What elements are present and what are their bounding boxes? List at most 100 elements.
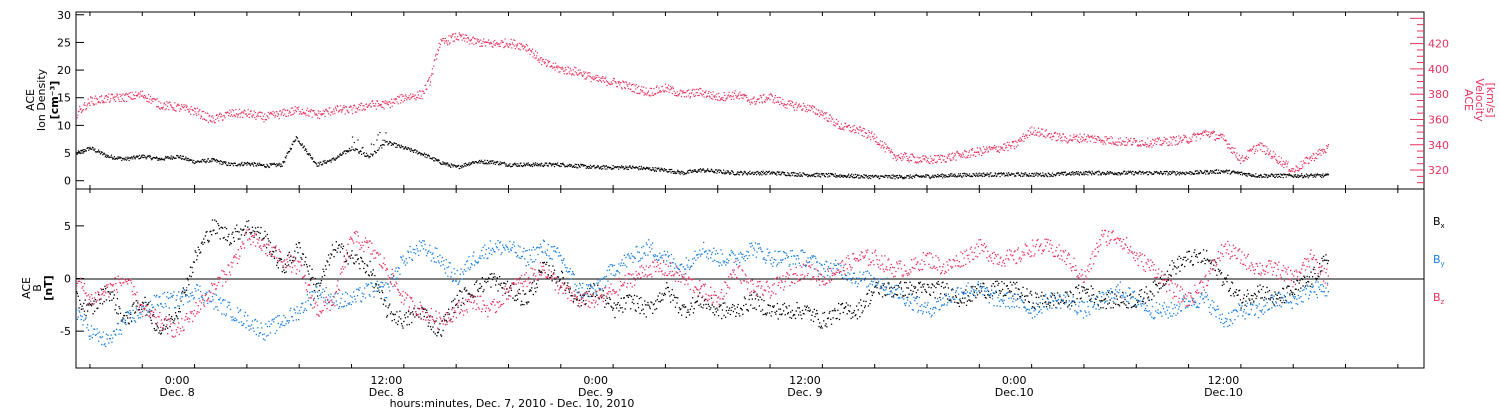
p1-point-velocity bbox=[248, 113, 250, 115]
p1-point-density bbox=[397, 144, 399, 146]
p1-point-velocity bbox=[1315, 152, 1317, 154]
p1-point-density bbox=[1327, 174, 1329, 176]
p2-point-bx bbox=[564, 282, 566, 284]
p1-point-velocity bbox=[211, 121, 213, 123]
p1-point-velocity bbox=[78, 110, 80, 112]
p1-point-velocity bbox=[934, 154, 936, 156]
p2-point-bx bbox=[473, 295, 475, 297]
p1-point-density bbox=[1027, 174, 1029, 177]
p2-point-bx bbox=[605, 303, 607, 305]
p2-point-bx bbox=[477, 289, 479, 291]
p1-point-velocity bbox=[519, 42, 521, 44]
p1-point-velocity bbox=[765, 99, 767, 101]
p1-point-density bbox=[847, 174, 849, 177]
p1-point-velocity bbox=[719, 100, 721, 102]
p1-point-velocity bbox=[1111, 137, 1113, 139]
p1-point-velocity bbox=[347, 110, 349, 112]
p1-point-density bbox=[301, 143, 303, 145]
p1-point-velocity bbox=[866, 137, 868, 139]
p1-point-velocity bbox=[887, 147, 889, 149]
p1-point-density bbox=[1017, 173, 1019, 175]
p1-point-velocity bbox=[573, 74, 575, 76]
p1-point-velocity bbox=[162, 108, 164, 110]
p1-point-density bbox=[1076, 172, 1078, 174]
p2-point-bx bbox=[281, 271, 283, 273]
p1-point-velocity bbox=[737, 94, 739, 96]
p1-point-velocity bbox=[492, 46, 494, 48]
p1-point-density bbox=[894, 178, 896, 180]
p1-point-velocity bbox=[1012, 140, 1015, 143]
p1-point-density bbox=[1250, 175, 1253, 177]
p1-point-density bbox=[161, 158, 163, 161]
p1-point-density bbox=[163, 159, 166, 161]
p1-point-velocity bbox=[531, 48, 534, 50]
p1-point-velocity bbox=[649, 95, 651, 97]
p1-point-density bbox=[480, 159, 482, 161]
p1-point-density bbox=[742, 173, 744, 175]
p1-point-velocity bbox=[727, 95, 729, 97]
p1-point-density bbox=[879, 177, 881, 179]
p1-point-density bbox=[82, 151, 84, 153]
p1-point-velocity bbox=[1298, 169, 1300, 171]
p1-point-velocity bbox=[322, 109, 324, 111]
p1-point-velocity bbox=[780, 101, 782, 103]
p1-left-tick-label: 5 bbox=[64, 147, 71, 160]
p1-point-velocity bbox=[1073, 136, 1076, 138]
p1-point-density bbox=[294, 140, 296, 142]
p2-point-bx bbox=[145, 301, 147, 304]
p1-point-velocity bbox=[1232, 147, 1234, 149]
p1-point-density bbox=[77, 150, 79, 152]
p1-point-velocity bbox=[1070, 139, 1073, 141]
p1-point-density bbox=[871, 174, 874, 176]
p2-point-bx bbox=[608, 297, 611, 299]
p1-point-velocity bbox=[1175, 140, 1177, 142]
p1-point-velocity bbox=[1319, 149, 1322, 151]
p1-point-velocity bbox=[99, 102, 101, 104]
p1-point-density bbox=[1260, 173, 1262, 176]
p1-point-density bbox=[937, 176, 939, 178]
p1-point-density bbox=[323, 162, 325, 164]
p1-point-density bbox=[945, 175, 947, 177]
p1-point-velocity bbox=[820, 110, 822, 112]
p1-point-density bbox=[1128, 171, 1131, 173]
p2-point-bx bbox=[479, 283, 481, 285]
p2-point-bx bbox=[221, 226, 223, 229]
p1-point-density bbox=[232, 165, 235, 167]
p1-point-velocity bbox=[870, 132, 872, 134]
p1-point-density bbox=[630, 166, 632, 169]
p2-point-bx bbox=[561, 270, 563, 272]
p2-point-bx bbox=[490, 286, 492, 288]
p1-point-density bbox=[1000, 172, 1002, 174]
p1-point-velocity bbox=[400, 99, 402, 101]
p2-point-bx bbox=[203, 238, 205, 240]
p1-point-density bbox=[629, 165, 631, 167]
p1-point-density bbox=[886, 175, 888, 177]
p1-point-density bbox=[611, 168, 614, 170]
p1-point-density bbox=[263, 164, 265, 166]
p1-point-velocity bbox=[456, 36, 459, 38]
p1-point-velocity bbox=[980, 150, 982, 152]
p1-point-density bbox=[571, 166, 573, 168]
p1-point-velocity bbox=[1022, 135, 1024, 137]
p1-point-density bbox=[444, 163, 446, 165]
p1-point-velocity bbox=[826, 119, 828, 121]
p1-point-density bbox=[341, 154, 343, 156]
p1-point-velocity bbox=[338, 110, 340, 112]
p1-point-velocity bbox=[773, 102, 775, 104]
p1-point-density bbox=[705, 170, 708, 172]
p1-point-density bbox=[773, 171, 775, 173]
p1-point-velocity bbox=[549, 66, 551, 68]
p1-point-velocity bbox=[718, 92, 720, 94]
p1-point-velocity bbox=[260, 111, 262, 113]
p1-point-density bbox=[1163, 170, 1165, 173]
p1-point-density bbox=[1125, 171, 1127, 173]
p1-point-velocity bbox=[984, 148, 986, 150]
p1-point-velocity bbox=[1208, 136, 1210, 138]
p1-point-velocity bbox=[995, 146, 997, 148]
p1-point-velocity bbox=[655, 86, 657, 88]
p1-point-density bbox=[1313, 174, 1315, 176]
p1-point-velocity bbox=[602, 76, 604, 78]
p1-point-density bbox=[902, 178, 904, 180]
p1-point-velocity bbox=[724, 100, 726, 102]
p1-point-velocity bbox=[521, 46, 523, 48]
